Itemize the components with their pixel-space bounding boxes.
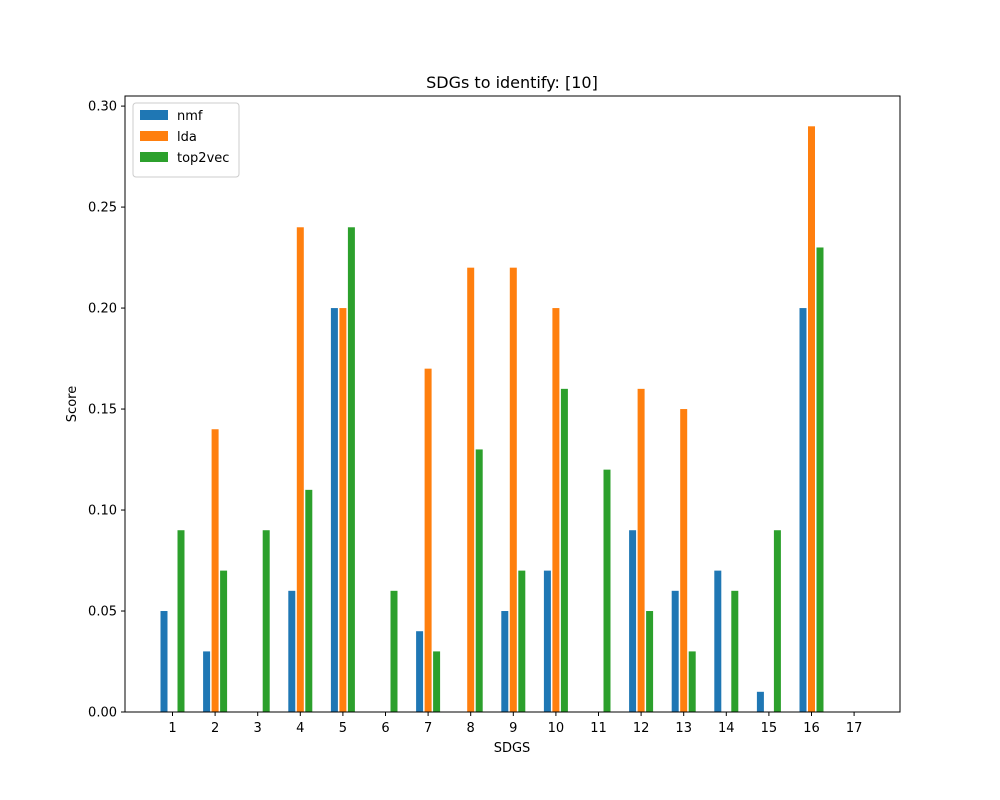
bar-lda-4 xyxy=(296,227,304,712)
bar-top2vec-1 xyxy=(177,530,185,712)
x-tick-label: 1 xyxy=(168,721,176,736)
x-tick-label: 6 xyxy=(381,721,389,736)
bar-nmf-7 xyxy=(416,631,424,712)
x-tick-label: 4 xyxy=(296,721,304,736)
x-tick-label: 16 xyxy=(803,721,820,736)
bar-nmf-1 xyxy=(160,611,168,712)
bar-lda-8 xyxy=(467,267,475,712)
bar-lda-16 xyxy=(808,126,815,713)
bar-top2vec-11 xyxy=(603,469,611,712)
chart-title: SDGs to identify: [10] xyxy=(426,73,598,92)
y-tick-label: 0.10 xyxy=(88,504,117,519)
legend: nmf lda top2vec xyxy=(132,102,240,178)
bar-lda-12 xyxy=(637,388,645,712)
y-tick-label: 0.25 xyxy=(88,201,117,216)
x-tick-label: 2 xyxy=(211,721,219,736)
bar-lda-13 xyxy=(680,409,688,712)
bar-top2vec-10 xyxy=(560,388,568,712)
x-tick-label: 8 xyxy=(467,721,475,736)
bar-top2vec-12 xyxy=(646,611,654,712)
legend-label-top2vec: top2vec xyxy=(177,151,229,166)
bar-lda-7 xyxy=(424,368,432,712)
bar-nmf-9 xyxy=(501,611,509,712)
bar-nmf-4 xyxy=(288,590,296,712)
bar-top2vec-2 xyxy=(220,570,228,712)
bar-top2vec-4 xyxy=(305,489,313,712)
bar-nmf-15 xyxy=(756,691,764,712)
bar-lda-5 xyxy=(339,308,347,712)
y-tick-label: 0.00 xyxy=(88,706,117,721)
legend-swatch-nmf xyxy=(140,110,168,120)
bar-lda-10 xyxy=(552,308,560,712)
bar-nmf-5 xyxy=(330,308,338,712)
legend-swatch-top2vec xyxy=(140,152,168,162)
y-axis-ticks: 0.00 0.05 0.10 0.15 0.20 0.25 0.30 xyxy=(88,100,125,721)
bar-lda-2 xyxy=(211,429,219,712)
y-tick-label: 0.30 xyxy=(88,100,117,115)
bar-nmf-10 xyxy=(543,570,551,712)
bar-nmf-16 xyxy=(799,308,807,712)
x-axis-ticks: 1 2 3 4 5 6 7 8 9 10 11 12 13 14 15 16 17 xyxy=(168,712,862,736)
plot-frame xyxy=(124,95,901,713)
bar-top2vec-5 xyxy=(347,227,355,712)
bar-top2vec-13 xyxy=(688,651,696,712)
y-axis-label: Score xyxy=(65,386,80,422)
x-tick-label: 3 xyxy=(254,721,262,736)
x-tick-label: 12 xyxy=(633,721,650,736)
y-tick-label: 0.05 xyxy=(88,605,117,620)
y-tick-label: 0.20 xyxy=(88,302,117,317)
bar-top2vec-16 xyxy=(816,247,824,713)
x-axis-label: SDGS xyxy=(494,741,531,756)
x-tick-label: 5 xyxy=(339,721,347,736)
legend-label-lda: lda xyxy=(177,130,197,145)
x-tick-label: 13 xyxy=(675,721,692,736)
bar-top2vec-15 xyxy=(773,530,781,712)
bar-nmf-13 xyxy=(671,590,679,712)
legend-label-nmf: nmf xyxy=(177,109,203,124)
bar-top2vec-8 xyxy=(475,449,483,712)
bar-top2vec-14 xyxy=(731,590,739,712)
bar-lda-9 xyxy=(509,267,517,712)
x-tick-label: 9 xyxy=(509,721,517,736)
x-tick-label: 10 xyxy=(548,721,565,736)
x-tick-label: 11 xyxy=(590,721,607,736)
legend-swatch-lda xyxy=(140,131,168,141)
bar-nmf-14 xyxy=(714,570,722,712)
bar-top2vec-3 xyxy=(262,530,270,712)
x-tick-label: 15 xyxy=(761,721,778,736)
bar-nmf-12 xyxy=(629,530,637,712)
bar-top2vec-7 xyxy=(433,651,441,712)
bar-top2vec-9 xyxy=(518,570,526,712)
y-tick-label: 0.15 xyxy=(88,403,117,418)
x-tick-label: 17 xyxy=(846,721,863,736)
x-tick-label: 14 xyxy=(718,721,735,736)
x-tick-label: 7 xyxy=(424,721,432,736)
bar-top2vec-6 xyxy=(390,590,398,712)
bars-group xyxy=(160,126,824,713)
bar-nmf-2 xyxy=(203,651,211,712)
